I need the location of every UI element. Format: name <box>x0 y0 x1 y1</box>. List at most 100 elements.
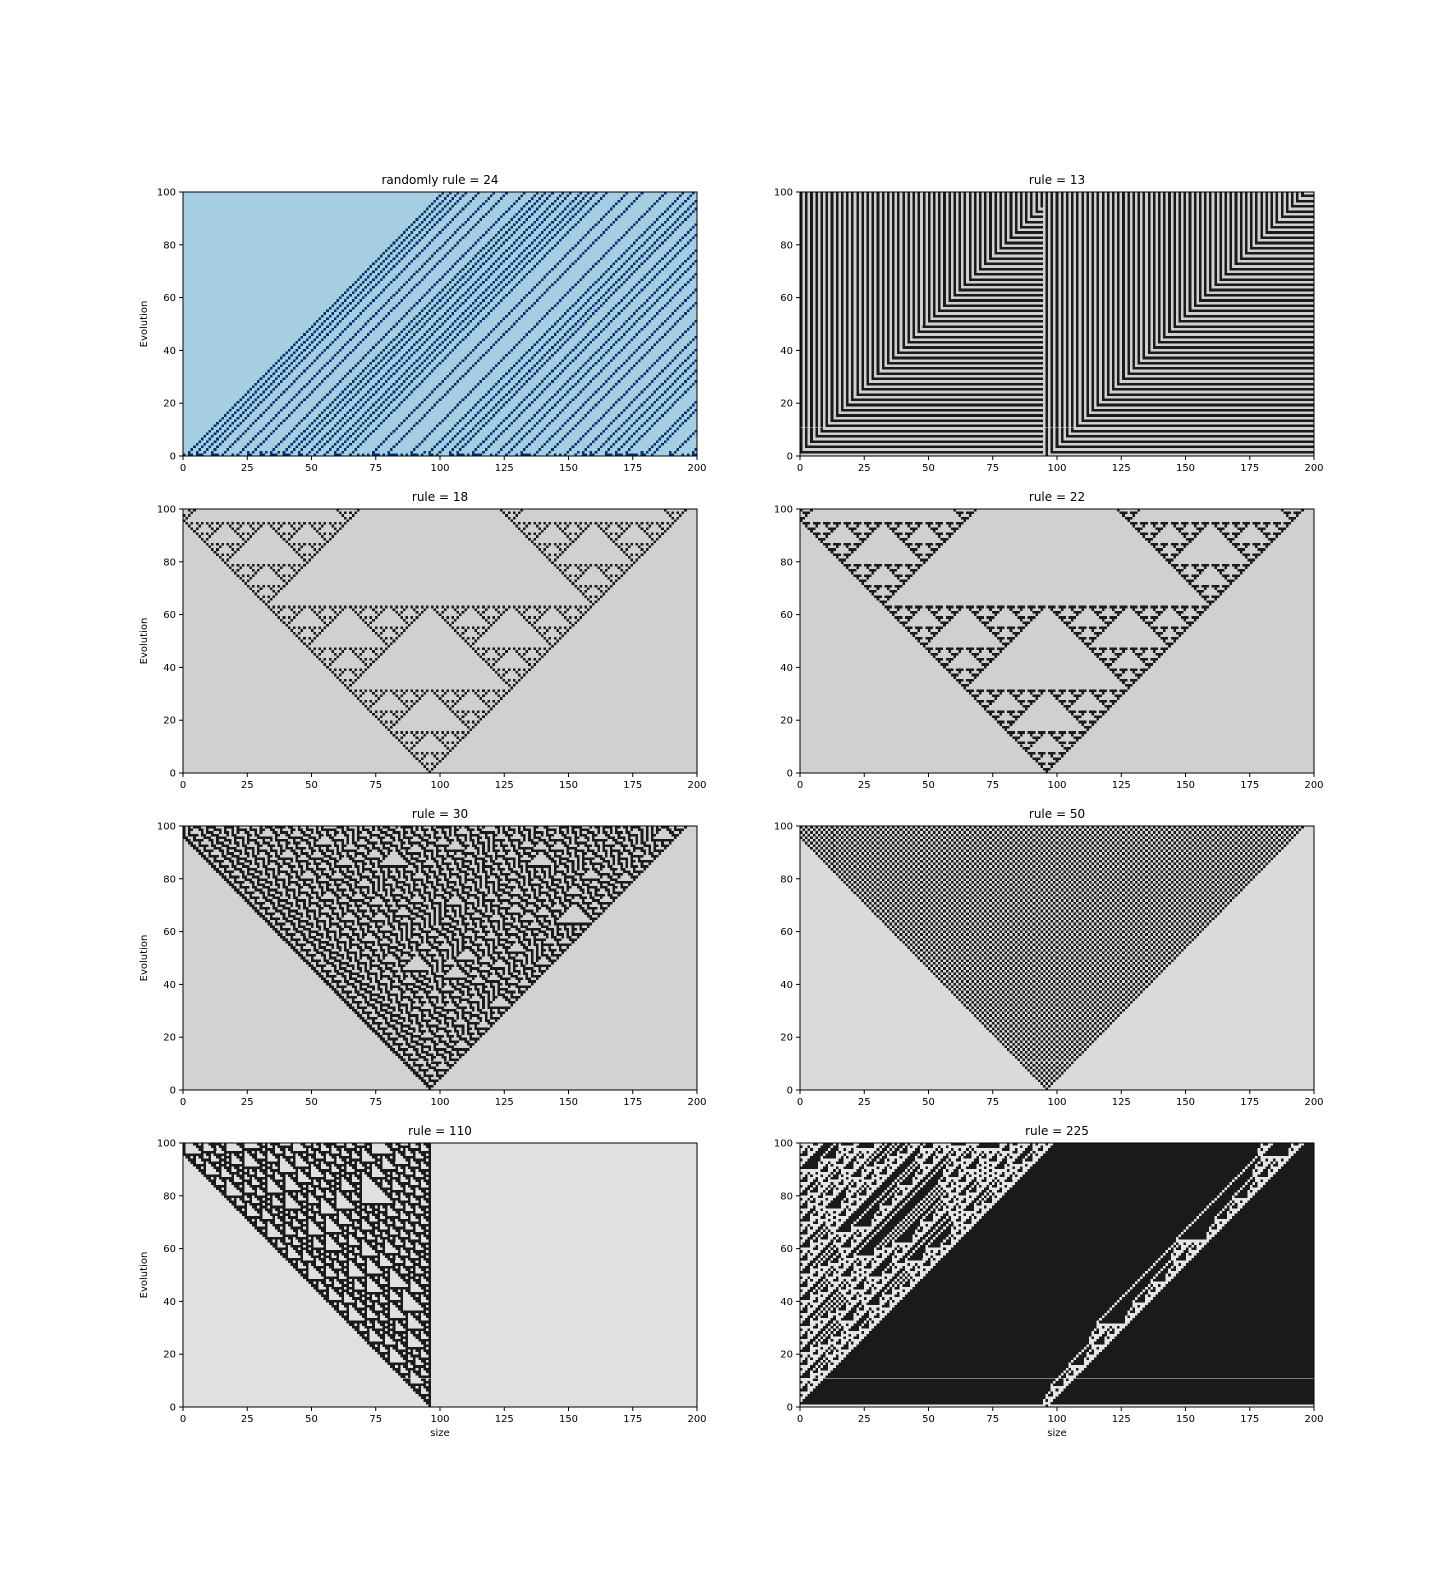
x-tick-label: 125 <box>1112 780 1131 791</box>
y-axis-label: Evolution <box>139 935 150 982</box>
y-tick-label: 0 <box>787 452 793 463</box>
x-tick-label: 75 <box>986 1414 999 1425</box>
y-tick-label: 60 <box>163 610 176 621</box>
y-tick-label: 60 <box>780 293 793 304</box>
automaton-cells <box>799 192 1314 456</box>
y-tick-label: 40 <box>780 346 793 357</box>
x-tick-label: 25 <box>241 780 254 791</box>
y-tick-label: 20 <box>780 1033 793 1044</box>
y-tick-label: 60 <box>163 927 176 938</box>
x-tick-label: 175 <box>1240 463 1259 474</box>
y-tick-label: 80 <box>163 240 176 251</box>
x-tick-label: 75 <box>369 1414 382 1425</box>
x-tick-label: 100 <box>430 463 449 474</box>
y-tick-label: 100 <box>157 505 176 516</box>
x-tick-label: 175 <box>623 463 642 474</box>
x-tick-label: 75 <box>369 1097 382 1108</box>
x-tick-label: 125 <box>1112 463 1131 474</box>
y-tick-label: 100 <box>157 822 176 833</box>
panel-rule-225: rule = 225 0 25 50 75 100 125 150 175 200 0 20 40 60 8… <box>774 1124 1324 1439</box>
y-tick-label: 80 <box>780 874 793 885</box>
x-axis-label: size <box>430 1428 449 1439</box>
x-tick-label: 25 <box>858 1414 871 1425</box>
x-tick-label: 50 <box>922 1097 935 1108</box>
x-tick-label: 25 <box>241 1097 254 1108</box>
y-tick-label: 20 <box>163 1033 176 1044</box>
x-tick-label: 50 <box>305 780 318 791</box>
y-tick-label: 40 <box>780 1297 793 1308</box>
panel-rule-50: rule = 50 0 25 50 75 100 125 150 175 200 0 20 40 60 80… <box>774 807 1324 1108</box>
y-tick-label: 60 <box>163 1244 176 1255</box>
y-tick-label: 20 <box>780 1350 793 1361</box>
y-tick-label: 100 <box>774 188 793 199</box>
y-tick-label: 60 <box>163 293 176 304</box>
y-tick-label: 0 <box>170 452 176 463</box>
y-tick-label: 20 <box>163 716 176 727</box>
y-tick-label: 100 <box>774 1139 793 1150</box>
x-tick-label: 25 <box>858 463 871 474</box>
y-axis-label: Evolution <box>139 1252 150 1299</box>
panel-rule-18: rule = 18 0 25 50 75 100 125 150 175 200 0 20 40 60 80… <box>139 490 707 791</box>
y-tick-label: 100 <box>774 505 793 516</box>
x-tick-label: 150 <box>559 1097 578 1108</box>
automaton-cells <box>800 826 1304 1090</box>
panel-title: rule = 110 <box>408 1124 472 1138</box>
panel-rule-24: randomly rule = 240 25 50 75 100 125 150 175 200… <box>139 173 707 474</box>
x-tick-label: 150 <box>1176 1097 1195 1108</box>
x-tick-label: 150 <box>559 463 578 474</box>
y-tick-label: 80 <box>163 557 176 568</box>
x-tick-label: 0 <box>180 1414 186 1425</box>
x-tick-label: 125 <box>495 1414 514 1425</box>
x-tick-label: 125 <box>495 463 514 474</box>
x-tick-label: 100 <box>1047 463 1066 474</box>
x-tick-label: 125 <box>1112 1097 1131 1108</box>
y-tick-label: 40 <box>163 1297 176 1308</box>
x-tick-label: 150 <box>1176 780 1195 791</box>
automaton-cells <box>183 826 687 1090</box>
panel-title: rule = 30 <box>412 807 468 821</box>
x-tick-label: 150 <box>1176 1414 1195 1425</box>
y-tick-label: 60 <box>780 610 793 621</box>
y-axis-label: Evolution <box>139 301 150 348</box>
x-tick-label: 100 <box>430 1097 449 1108</box>
x-tick-label: 200 <box>687 1414 706 1425</box>
y-tick-label: 20 <box>780 399 793 410</box>
x-tick-label: 200 <box>1304 463 1323 474</box>
y-tick-label: 40 <box>163 663 176 674</box>
y-tick-label: 80 <box>163 874 176 885</box>
y-tick-label: 80 <box>163 1191 176 1202</box>
x-tick-label: 125 <box>1112 1414 1131 1425</box>
panel-rule-13: rule = 13 0 25 50 75 100 125 150 175 200 0 20 40 60 80… <box>774 173 1324 474</box>
heatmap-background <box>800 509 1314 773</box>
x-tick-label: 150 <box>559 1414 578 1425</box>
x-tick-label: 50 <box>922 780 935 791</box>
panel-rule-30: rule = 30 0 25 50 75 100 125 150 175 200 0 20 40 60 80… <box>139 807 707 1108</box>
x-tick-label: 175 <box>1240 1414 1259 1425</box>
panel-title: rule = 18 <box>412 490 468 504</box>
x-tick-label: 0 <box>180 780 186 791</box>
automaton-cells <box>799 1143 1314 1407</box>
x-tick-label: 50 <box>922 463 935 474</box>
x-tick-label: 100 <box>1047 1097 1066 1108</box>
y-tick-label: 0 <box>787 769 793 780</box>
x-tick-label: 200 <box>1304 780 1323 791</box>
x-tick-label: 0 <box>797 463 803 474</box>
x-tick-label: 125 <box>495 780 514 791</box>
x-tick-label: 150 <box>1176 463 1195 474</box>
automaton-cells <box>183 1143 432 1407</box>
panel-title: randomly rule = 24 <box>382 173 499 187</box>
x-tick-label: 100 <box>1047 1414 1066 1425</box>
y-axis-label: Evolution <box>139 618 150 665</box>
panel-title: rule = 22 <box>1029 490 1085 504</box>
automaton-cells <box>183 192 697 456</box>
x-tick-label: 75 <box>986 463 999 474</box>
x-tick-label: 25 <box>241 463 254 474</box>
panel-rule-110: rule = 110 0 25 50 75 100 125 150 175 200 0 20 40 60 8… <box>139 1124 707 1439</box>
y-tick-label: 80 <box>780 240 793 251</box>
y-tick-label: 40 <box>163 346 176 357</box>
y-tick-label: 0 <box>170 769 176 780</box>
y-tick-label: 20 <box>163 1350 176 1361</box>
x-tick-label: 200 <box>687 780 706 791</box>
panel-title: rule = 13 <box>1029 173 1085 187</box>
